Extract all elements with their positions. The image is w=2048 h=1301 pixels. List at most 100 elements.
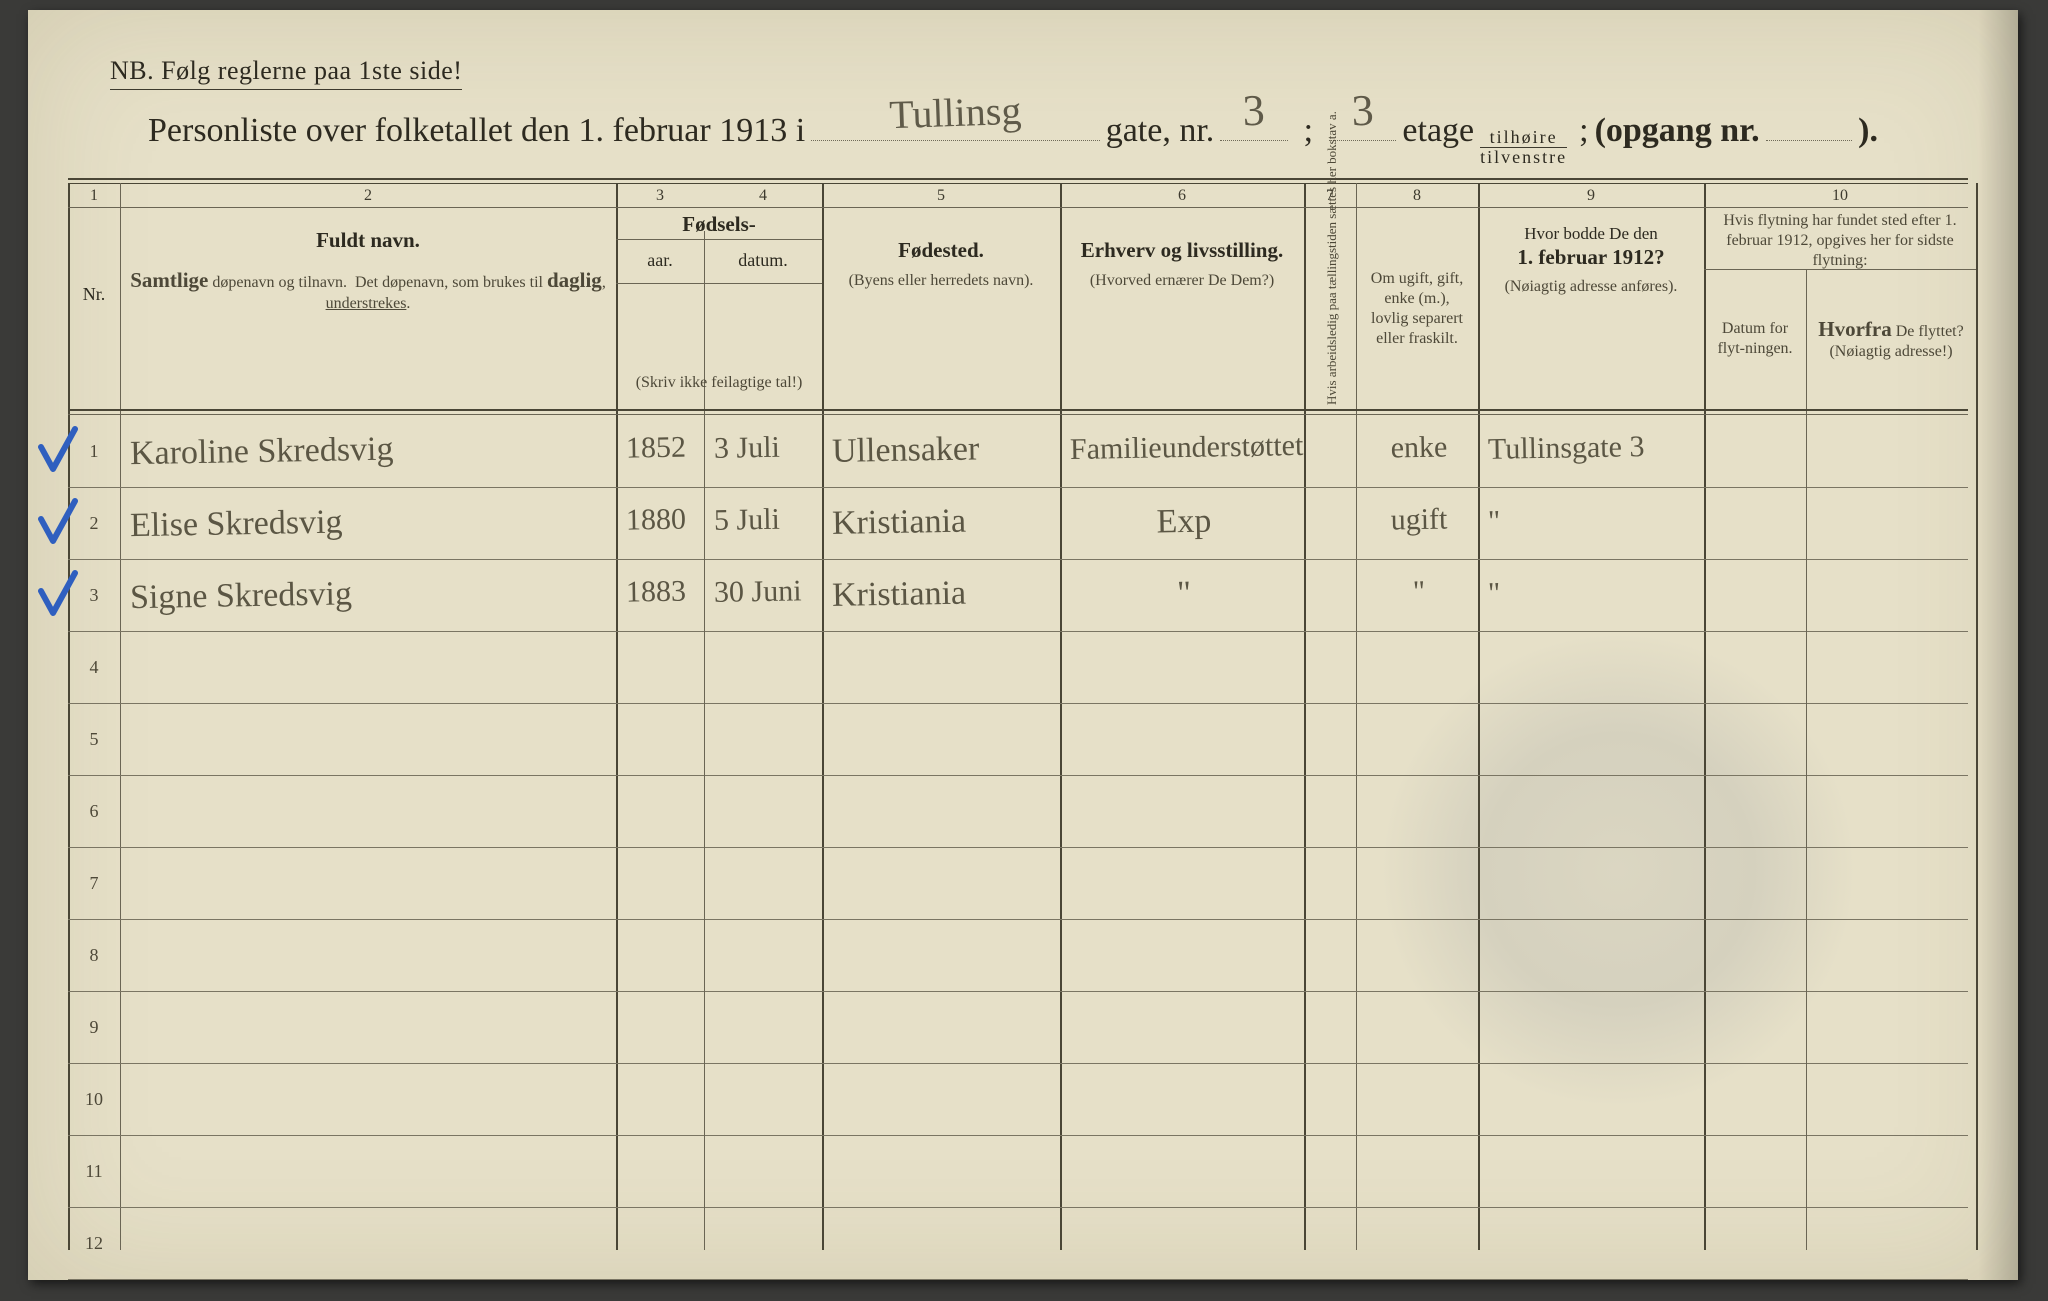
cell-value: ugift xyxy=(1366,502,1473,538)
row-rule xyxy=(68,1063,1968,1064)
hdr-datum: datum. xyxy=(704,249,822,272)
h-rule xyxy=(68,414,1968,415)
hdr-col9: Hvor bodde De den1. februar 1912? (Nøiag… xyxy=(1478,223,1704,297)
h-rule xyxy=(1704,269,1976,270)
rule xyxy=(68,178,1968,180)
cell-value: Exp xyxy=(1070,501,1299,543)
hdr-col9-sub: (Nøiagtig adresse anføres). xyxy=(1505,277,1678,297)
title-close: ). xyxy=(1858,112,1878,150)
colnum: 8 xyxy=(1356,187,1478,205)
cell-value: Kristiania xyxy=(832,501,1055,543)
cell-value: Familieunderstøttet xyxy=(1070,429,1299,467)
cell-value: Elise Skredsvig xyxy=(130,499,611,545)
cell-value: Kristiania xyxy=(832,573,1055,615)
hdr-col10-top: Hvis flytning har fundet sted efter 1. f… xyxy=(1704,211,1976,271)
census-page: NB. Følg reglerne paa 1ste side! Personl… xyxy=(28,10,2018,1280)
colnum: 9 xyxy=(1478,187,1704,205)
h-rule xyxy=(68,207,1968,208)
title-prefix: Personliste over folketallet den 1. febr… xyxy=(148,112,805,150)
v-rule xyxy=(1478,183,1480,1250)
v-rule xyxy=(1976,183,1978,1250)
opgang-label: (opgang nr. xyxy=(1595,112,1760,150)
colnum: 3 xyxy=(616,187,704,205)
row-number: 2 xyxy=(68,513,120,534)
cell-value: " xyxy=(1488,573,1699,611)
cell-value: Ullensaker xyxy=(832,429,1055,471)
hdr-fodested-sub: (Byens eller herredets navn). xyxy=(849,271,1034,291)
nb-note: NB. Følg reglerne paa 1ste side! xyxy=(110,56,462,90)
fraction-top: tilhøire xyxy=(1490,128,1558,147)
cell-value: 5 Juli xyxy=(714,502,817,538)
colnum: 6 xyxy=(1060,187,1304,205)
semicolon: ; xyxy=(1304,112,1313,150)
colnum: 1 xyxy=(68,187,120,205)
row-number: 7 xyxy=(68,873,120,894)
cell-value: " xyxy=(1366,574,1473,610)
row-number: 3 xyxy=(68,585,120,606)
colnum: 2 xyxy=(120,187,616,205)
row-number: 5 xyxy=(68,729,120,750)
h-rule xyxy=(616,239,822,240)
cell-value: Tullinsgate 3 xyxy=(1488,429,1699,467)
row-number: 12 xyxy=(68,1233,120,1254)
row-rule xyxy=(68,919,1968,920)
hdr-name-title: Fuldt navn. xyxy=(316,227,420,253)
hdr-fodsels-sub: (Skriv ikke feilagtige tal!) xyxy=(616,373,822,393)
v-rule xyxy=(616,183,618,1250)
row-rule xyxy=(68,847,1968,848)
cell-value: 3 Juli xyxy=(714,430,817,466)
v-rule xyxy=(1060,183,1062,1250)
colnum: 5 xyxy=(822,187,1060,205)
hdr-fodsels-txt: Fødsels- xyxy=(682,211,756,237)
cell-value: enke xyxy=(1366,430,1473,466)
hdr-aar: aar. xyxy=(616,249,704,272)
hdr-erhverv: Erhverv og livsstilling. (Hvorved ernære… xyxy=(1060,237,1304,291)
form-title-line: Personliste over folketallet den 1. febr… xyxy=(148,106,1878,168)
hdr-erhverv-t: Erhverv og livsstilling. xyxy=(1081,237,1283,263)
hdr-fodested: Fødested. (Byens eller herredets navn). xyxy=(822,237,1060,291)
hdr-fodested-t: Fødested. xyxy=(898,237,984,263)
side-fraction: tilhøire tilvenstre xyxy=(1480,128,1567,167)
cell-value: " xyxy=(1070,573,1299,615)
v-rule xyxy=(704,415,705,1250)
hdr-name: Fuldt navn. Samtlige døpenavn og tilnavn… xyxy=(120,227,616,314)
cell-value: Signe Skredsvig xyxy=(130,571,611,617)
hdr-nr: Nr. xyxy=(68,283,120,306)
v-rule xyxy=(822,183,824,1250)
cell-value: 1883 xyxy=(626,574,699,609)
gate-nr-label: gate, nr. xyxy=(1106,112,1215,150)
hdr-col7-rot: Hvis arbeidsledig paa tællingstiden sætt… xyxy=(1324,215,1340,405)
v-rule xyxy=(1304,183,1306,1250)
hdr-col8: Om ugift, gift, enke (m.), lovlig separe… xyxy=(1356,219,1478,399)
h-rule-heavy xyxy=(68,409,1968,411)
row-number: 11 xyxy=(68,1161,120,1182)
row-number: 1 xyxy=(68,441,120,462)
etage-label: etage xyxy=(1402,112,1474,150)
cell-value: 1880 xyxy=(626,502,699,537)
v-rule xyxy=(120,183,121,1250)
row-rule xyxy=(68,1135,1968,1136)
hdr-name-sub: Samtlige døpenavn og tilnavn. Det døpena… xyxy=(130,274,606,311)
row-rule xyxy=(68,775,1968,776)
census-table: 1 2 3 4 5 6 7 8 9 10 Nr. Fuldt navn. Sam… xyxy=(68,183,1968,1250)
row-number: 6 xyxy=(68,801,120,822)
row-rule xyxy=(68,703,1968,704)
h-rule xyxy=(616,283,822,284)
row-rule xyxy=(68,1207,1968,1208)
colnum: 4 xyxy=(704,187,822,205)
row-rule xyxy=(68,559,1968,560)
hdr-col10b: Hvorfra De flyttet?(Nøiagtig adresse!) xyxy=(1806,279,1976,399)
street-handwritten: Tullinsg xyxy=(810,84,1100,141)
row-rule xyxy=(68,1279,1968,1280)
cell-value: 30 Juni xyxy=(714,574,817,610)
row-number: 9 xyxy=(68,1017,120,1038)
row-rule xyxy=(68,631,1968,632)
semicolon2: ; xyxy=(1579,112,1588,150)
cell-value: " xyxy=(1488,501,1699,539)
row-rule xyxy=(68,991,1968,992)
colnum: 10 xyxy=(1704,187,1976,205)
row-number: 4 xyxy=(68,657,120,678)
row-number: 8 xyxy=(68,945,120,966)
gate-nr-hand: 3 xyxy=(1219,84,1288,137)
hdr-col10a: Datum for flyt-ningen. xyxy=(1704,279,1806,399)
